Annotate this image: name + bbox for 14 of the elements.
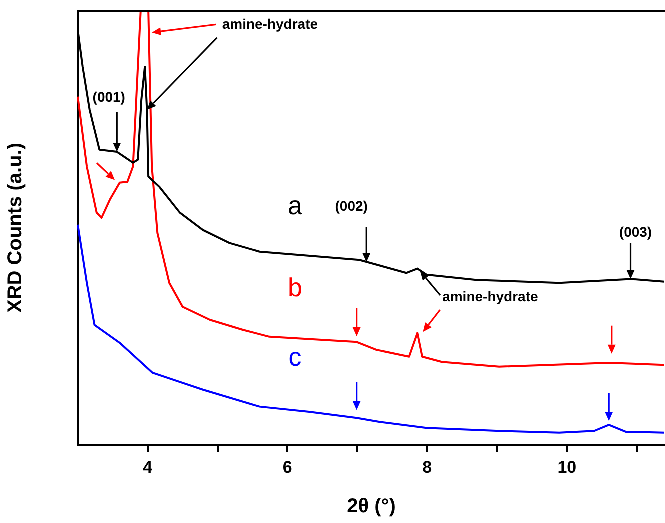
annotation: (002)	[335, 198, 368, 214]
x-axis-title: 2θ (°)	[347, 496, 396, 518]
series-label: c	[288, 342, 302, 372]
annotation: amine-hydrate	[222, 16, 318, 32]
annotation: (003)	[619, 224, 652, 240]
x-tick-label: 10	[558, 458, 577, 477]
x-tick-label: 6	[282, 458, 292, 477]
x-tick-label: 8	[422, 458, 432, 477]
annotation: amine-hydrate	[442, 288, 538, 304]
y-axis-title: XRD Counts (a.u.)	[4, 143, 27, 313]
annotation: (001)	[92, 88, 126, 105]
x-tick-label: 4	[143, 458, 154, 477]
series-label: a	[288, 190, 303, 220]
series-label: b	[288, 272, 302, 302]
